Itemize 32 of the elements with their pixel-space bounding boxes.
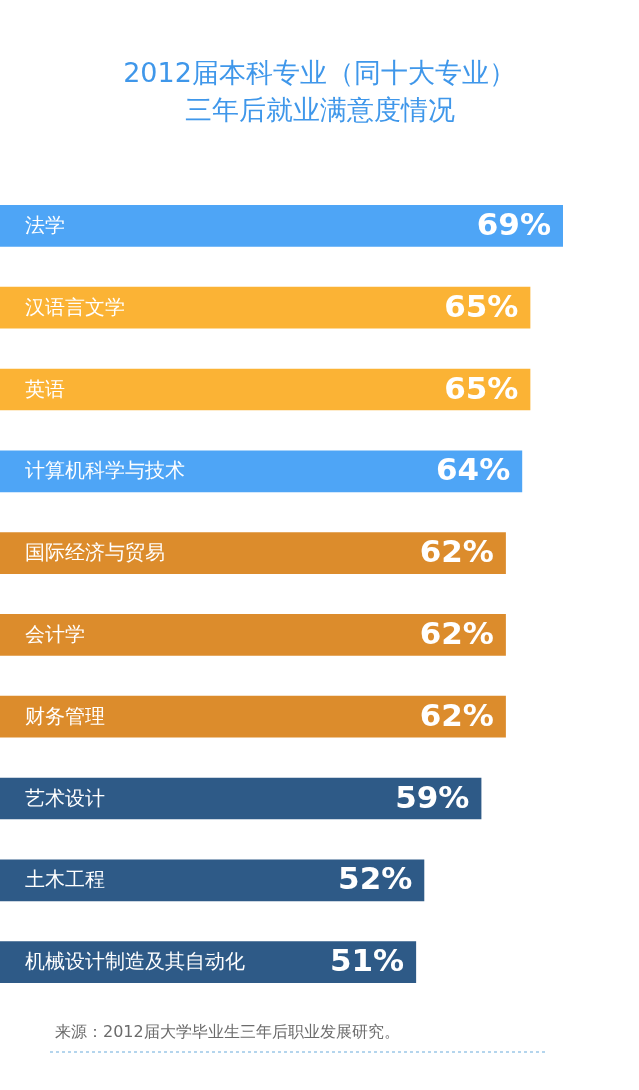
y-tick-label: 汉语言文学 xyxy=(25,294,125,319)
bar xyxy=(0,286,531,329)
data-label: 62% xyxy=(419,533,494,570)
data-label: 69% xyxy=(476,205,551,242)
y-tick-label: 艺术设计 xyxy=(25,785,105,810)
y-tick-label: 财务管理 xyxy=(25,703,105,728)
data-label: 62% xyxy=(419,614,494,651)
chart-subtitle: 三年后就业满意度情况 xyxy=(184,94,455,125)
data-label: 64% xyxy=(436,451,511,488)
bar xyxy=(0,532,506,574)
y-tick-label: 英语 xyxy=(25,376,65,401)
bar xyxy=(0,450,523,493)
y-tick-label: 国际经济与贸易 xyxy=(25,540,165,565)
y-tick-label: 机械设计制造及其自动化 xyxy=(25,949,245,974)
chart-title: 2012届本科专业（同十大专业） xyxy=(123,57,516,88)
data-label: 62% xyxy=(419,696,494,733)
data-label: 65% xyxy=(444,369,519,406)
data-label: 59% xyxy=(395,778,470,815)
y-tick-label: 会计学 xyxy=(25,621,85,646)
y-tick-label: 计算机科学与技术 xyxy=(25,458,185,483)
bar xyxy=(0,614,506,656)
data-label: 65% xyxy=(444,287,519,324)
bar xyxy=(0,368,531,411)
source-note: 来源：2012届大学毕业生三年后职业发展研究。 xyxy=(55,1022,400,1041)
data-label: 51% xyxy=(329,942,405,979)
bar xyxy=(0,695,506,738)
y-tick-label: 法学 xyxy=(25,212,65,237)
data-label: 52% xyxy=(338,860,413,897)
y-tick-label: 土木工程 xyxy=(25,867,105,892)
bar xyxy=(0,777,482,820)
bar xyxy=(0,205,563,247)
bar xyxy=(0,859,425,902)
